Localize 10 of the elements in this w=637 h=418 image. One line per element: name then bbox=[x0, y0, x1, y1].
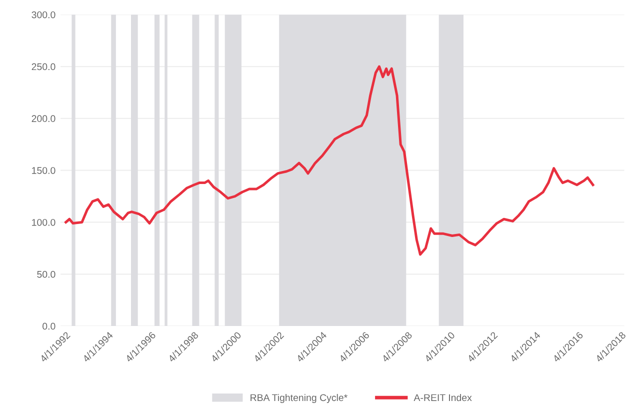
y-tick-label: 250.0 bbox=[32, 63, 56, 70]
legend-label: A-REIT Index bbox=[414, 394, 472, 402]
y-tick-label: 50.0 bbox=[37, 270, 56, 278]
y-tick-label: 300.0 bbox=[32, 11, 56, 18]
legend-label: RBA Tightening Cycle* bbox=[250, 394, 348, 404]
y-tick-label: 200.0 bbox=[32, 115, 56, 122]
y-tick-label: 0.0 bbox=[42, 322, 56, 330]
y-tick-label: 100.0 bbox=[32, 218, 56, 226]
y-tick-label: 150.0 bbox=[32, 167, 56, 174]
line-series bbox=[64, 65, 594, 256]
